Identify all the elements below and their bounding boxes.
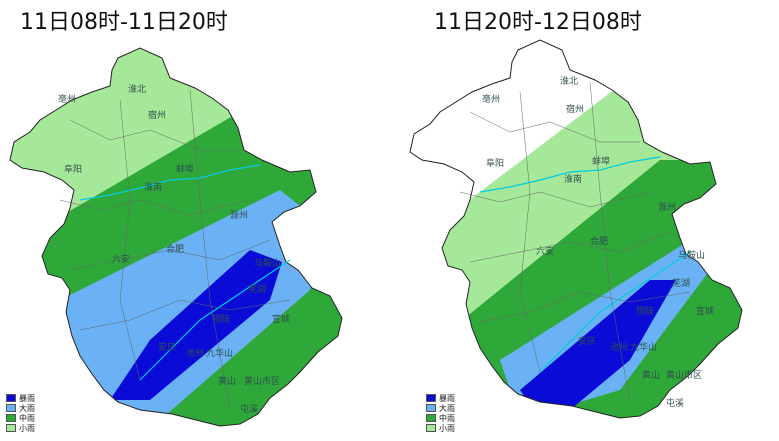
panel-title-left: 11日08时-11日20时 (20, 10, 228, 35)
city-chuzhou: 滁州 (230, 210, 248, 221)
city-xuancheng: 宣城 (696, 305, 714, 317)
swatch-rainstorm (6, 394, 16, 402)
city-huangshan: 黄山 (642, 369, 660, 381)
rainfall-map-right: 淮北 亳州 宿州 阜阳 蚌埠 淮南 滁州 合肥 六安 马鞍山 芜湖 铜陵 宣城 … (409, 39, 743, 419)
city-luan: 六安 (112, 253, 130, 265)
city-labels: 亳州 淮北 宿州 阜阳 蚌埠 淮南 滁州 合肥 六安 马鞍山 芜湖 铜陵 宣城 … (58, 84, 290, 415)
district-lines (59, 89, 291, 411)
city-suzhou: 宿州 (148, 109, 166, 121)
swatch-heavy (6, 404, 16, 412)
city-chizhou: 池州 (186, 347, 204, 359)
city-wuhu: 芜湖 (248, 283, 266, 295)
swatch-light (6, 424, 16, 432)
city-huainan: 淮南 (564, 173, 582, 185)
legend-left: 暴雨 大雨 中雨 小雨 (6, 393, 35, 433)
city-tongling: 铜陵 (212, 313, 230, 325)
city-tongling: 铜陵 (636, 305, 654, 317)
yangtze-river (139, 259, 291, 381)
province-border (409, 39, 743, 419)
city-bengbu: 蚌埠 (592, 155, 610, 167)
district-lines (459, 81, 691, 403)
legend-item-light: 小雨 (6, 423, 35, 433)
panel-title-right: 11日20时-12日08时 (434, 10, 642, 35)
swatch-light (426, 424, 436, 432)
rainstorm-zone (110, 250, 282, 400)
city-suzhou: 宿州 (566, 103, 584, 115)
legend-item-heavy: 大雨 (6, 403, 35, 413)
city-hefei: 合肥 (166, 243, 184, 255)
rainfall-map-left: 亳州 淮北 宿州 阜阳 蚌埠 淮南 滁州 合肥 六安 马鞍山 芜湖 铜陵 宣城 … (9, 47, 343, 427)
swatch-heavy (426, 404, 436, 412)
city-fuyang: 阜阳 (64, 163, 82, 175)
legend-item-rainstorm: 暴雨 (6, 393, 35, 403)
city-jiuhuashan: 九华山 (206, 347, 233, 359)
city-huainan: 淮南 (144, 181, 162, 193)
legend-right: 暴雨 大雨 中雨 小雨 (426, 393, 455, 433)
legend-item-light: 小雨 (426, 423, 455, 433)
legend-item-rainstorm: 暴雨 (426, 393, 455, 403)
city-anqing: 安庆 (578, 335, 596, 347)
legend-item-moderate: 中雨 (6, 413, 35, 423)
huai-river (479, 156, 661, 193)
huai-river (79, 164, 261, 201)
city-jiuhuashan: 九华山 (630, 341, 657, 353)
city-bozhou: 亳州 (482, 93, 500, 105)
yangtze-river (539, 251, 691, 373)
legend-item-moderate: 中雨 (426, 413, 455, 423)
city-huangshan: 黄山 (218, 375, 236, 387)
legend-item-heavy: 大雨 (426, 403, 455, 413)
swatch-moderate (6, 414, 16, 422)
city-tunxi: 屯溪 (240, 403, 258, 415)
swatch-moderate (426, 414, 436, 422)
city-huangshan-district: 黄山市区 (666, 369, 702, 381)
city-chizhou: 池州 (610, 341, 628, 353)
city-maanshan: 马鞍山 (678, 249, 705, 261)
city-huangshan-district: 黄山市区 (244, 375, 280, 387)
city-maanshan: 马鞍山 (254, 257, 281, 269)
left-panel: 亳州 淮北 宿州 阜阳 蚌埠 淮南 滁州 合肥 六安 马鞍山 芜湖 铜陵 宣城 … (0, 0, 389, 441)
rainstorm-zone (520, 280, 676, 418)
city-luan: 六安 (536, 245, 554, 257)
swatch-rainstorm (426, 394, 436, 402)
city-huaibei: 淮北 (560, 76, 578, 87)
city-labels: 淮北 亳州 宿州 阜阳 蚌埠 淮南 滁州 合肥 六安 马鞍山 芜湖 铜陵 宣城 … (482, 76, 714, 409)
city-chuzhou: 滁州 (658, 202, 676, 213)
right-panel: 淮北 亳州 宿州 阜阳 蚌埠 淮南 滁州 合肥 六安 马鞍山 芜湖 铜陵 宣城 … (390, 0, 779, 441)
city-xuancheng: 宣城 (272, 313, 290, 325)
province-border (9, 47, 343, 427)
city-huaibei: 淮北 (128, 84, 146, 95)
city-fuyang: 阜阳 (486, 157, 504, 169)
city-bengbu: 蚌埠 (176, 163, 194, 175)
city-wuhu: 芜湖 (672, 277, 690, 289)
city-hefei: 合肥 (590, 235, 608, 247)
city-anqing: 安庆 (158, 341, 176, 353)
city-tunxi: 屯溪 (666, 397, 684, 409)
city-bozhou: 亳州 (58, 93, 76, 105)
